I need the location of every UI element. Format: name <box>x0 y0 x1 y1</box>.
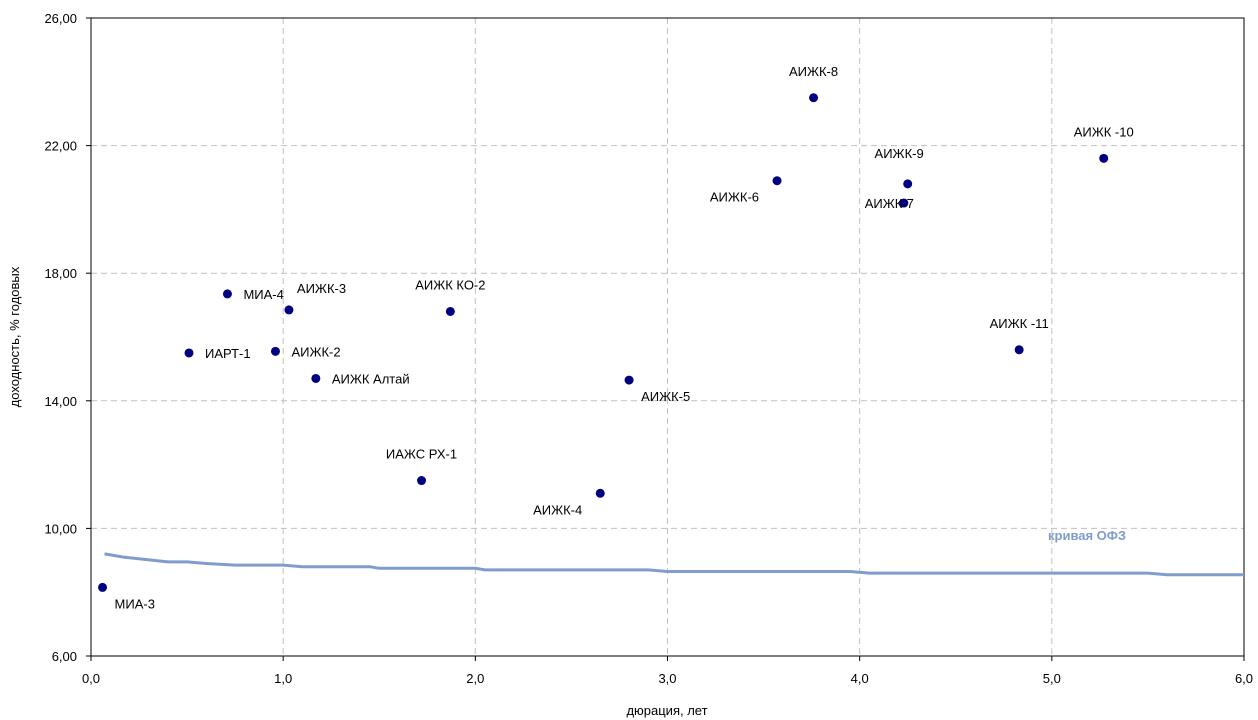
data-point-label: ИАЖС РХ-1 <box>386 447 457 462</box>
data-point-label: АИЖК-6 <box>710 190 759 205</box>
data-point-label: АИЖК Алтай <box>332 371 410 386</box>
data-point <box>184 348 194 358</box>
x-tick-label: 4,0 <box>851 671 869 686</box>
x-tick-label: 1,0 <box>274 671 292 686</box>
points-layer: МИА-3 ИАРТ-1 МИА-4 АИЖК-2 АИЖК-3 АИЖК Алтай ИА… <box>98 64 1134 611</box>
ofz-curve-label: кривая ОФЗ <box>1048 528 1126 543</box>
ofz-curve-line <box>104 552 1244 577</box>
data-point-label: АИЖК-7 <box>865 196 914 211</box>
data-point <box>624 375 634 385</box>
data-point <box>222 289 232 299</box>
y-tick-label: 10,00 <box>44 521 77 536</box>
data-point-label: АИЖК-8 <box>789 64 838 79</box>
x-tick-label: 3,0 <box>658 671 676 686</box>
data-point-label: МИА-3 <box>115 596 155 611</box>
data-point <box>270 346 280 356</box>
data-point <box>1099 153 1109 163</box>
y-tick-label: 14,00 <box>44 394 77 409</box>
data-point <box>417 476 427 486</box>
data-point <box>903 179 913 189</box>
data-point <box>98 582 108 592</box>
data-point-label: АИЖК-3 <box>297 281 346 296</box>
data-point <box>1014 345 1024 355</box>
x-tick-label: 5,0 <box>1043 671 1061 686</box>
y-tick-label: 26,00 <box>44 11 77 26</box>
x-axis-title: дюрация, лет <box>626 703 707 718</box>
data-point-label: АИЖК -11 <box>990 316 1049 331</box>
data-point <box>284 305 294 315</box>
grid-layer <box>91 18 1244 656</box>
data-point-label: АИЖК-2 <box>291 344 340 359</box>
y-ticks: 6,00 10,00 14,00 18,00 22,00 26,00 <box>44 11 91 664</box>
x-tick-label: 2,0 <box>466 671 484 686</box>
x-tick-label: 6,0 <box>1235 671 1253 686</box>
x-tick-label: 0,0 <box>82 671 100 686</box>
data-point <box>595 488 605 498</box>
data-point-label: АИЖК КО-2 <box>415 277 485 292</box>
data-point-label: ИАРТ-1 <box>205 346 251 361</box>
data-point <box>899 198 909 208</box>
data-point <box>445 306 455 316</box>
y-tick-label: 18,00 <box>44 266 77 281</box>
data-point <box>772 176 782 186</box>
data-point-label: АИЖК-5 <box>641 389 690 404</box>
y-tick-label: 22,00 <box>44 139 77 154</box>
data-point-label: МИА-4 <box>243 287 283 302</box>
data-point <box>809 93 819 103</box>
y-tick-label: 6,00 <box>52 649 77 664</box>
data-point-label: АИЖК-9 <box>875 146 924 161</box>
data-point-label: АИЖК-4 <box>533 502 582 517</box>
x-ticks: 0,0 1,0 2,0 3,0 4,0 5,0 6,0 <box>82 656 1253 686</box>
data-point-label: АИЖК -10 <box>1074 124 1134 139</box>
data-point <box>311 373 321 383</box>
y-axis-title: доходность, % годовых <box>7 266 22 407</box>
